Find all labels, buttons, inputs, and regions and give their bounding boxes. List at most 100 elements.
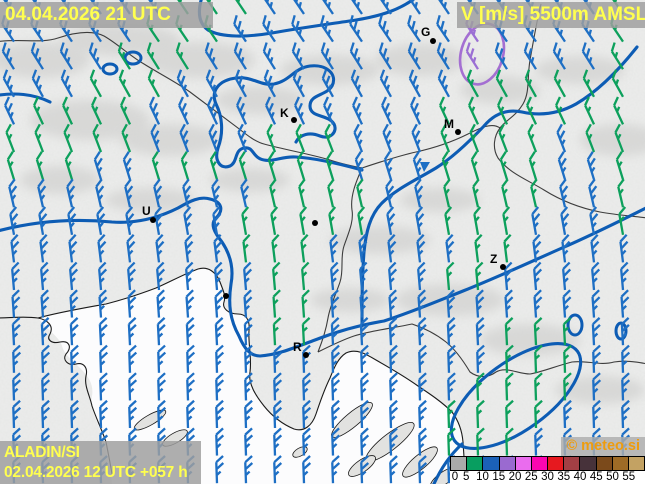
city-dot: [150, 217, 156, 223]
wind-barb: [233, 14, 247, 43]
lake-marker: [420, 162, 430, 172]
wind-barb: [237, 123, 248, 153]
wind-barb: [532, 233, 542, 263]
wind-barb: [436, 0, 450, 15]
wind-barb: [33, 96, 45, 125]
wind-barb: [472, 178, 480, 208]
wind-barb: [360, 344, 370, 373]
wind-barb: [621, 372, 631, 401]
wind-barb: [5, 123, 16, 153]
wind-barb: [88, 42, 102, 70]
wind-barb: [183, 206, 193, 235]
wind-barb: [447, 399, 456, 429]
wind-barb: [330, 261, 340, 291]
wind-barb: [157, 399, 167, 429]
wind-barb: [273, 399, 283, 429]
wind-barb: [436, 14, 450, 43]
legend-color-bar: [450, 456, 645, 471]
wind-barb: [1, 42, 15, 70]
wind-barb: [475, 289, 485, 318]
wind-barb: [205, 69, 219, 98]
wind-barb: [302, 427, 312, 456]
wind-barb: [214, 289, 224, 318]
legend-number: 0: [451, 471, 459, 483]
wind-barb: [360, 372, 370, 401]
wind-barb: [589, 206, 599, 235]
wind-barb: [446, 289, 456, 318]
wind-barb: [63, 123, 74, 153]
wind-barb: [320, 14, 334, 43]
wind-barb: [556, 123, 567, 153]
wind-barb: [236, 96, 248, 125]
wind-barb: [359, 261, 369, 291]
legend-number: 20: [508, 471, 522, 483]
wind-barb: [185, 289, 195, 318]
wind-barb: [211, 178, 221, 208]
wind-barb: [156, 261, 166, 291]
wind-barb: [39, 233, 49, 263]
wind-barb: [234, 69, 248, 98]
wind-barb: [465, 42, 479, 70]
wind-barb: [6, 151, 16, 180]
wind-barb: [417, 317, 427, 346]
wind-barb: [410, 96, 422, 125]
isotach-loop: [566, 313, 584, 337]
coastline: [0, 316, 113, 475]
wind-barb: [592, 344, 602, 373]
isotach-contour: [0, 196, 645, 358]
wind-barb: [215, 372, 225, 401]
wind-barb: [70, 372, 80, 401]
wind-barb: [62, 96, 74, 125]
wind-barb: [35, 151, 45, 180]
wind-barb: [9, 206, 19, 235]
relief-shading: [120, 124, 220, 156]
wind-barb: [127, 261, 137, 291]
wind-barb: [121, 123, 132, 153]
wind-barb: [469, 123, 480, 153]
wind-barb: [11, 289, 21, 318]
wind-barb: [503, 233, 512, 263]
wind-barb: [581, 42, 595, 70]
wind-barb: [212, 206, 222, 235]
wind-barb: [243, 317, 253, 346]
wind-barb: [562, 317, 572, 346]
isotach-contour: [0, 92, 52, 104]
wind-barb: [120, 96, 132, 125]
relief-shading: [210, 168, 290, 192]
wind-barb: [379, 69, 393, 98]
wind-barb: [349, 14, 363, 43]
wind-barb: [523, 42, 537, 70]
wind-barb: [124, 178, 134, 208]
relief-shading: [145, 42, 255, 78]
run-time-label: 02.04.2026 12 UTC +057 h: [4, 464, 188, 481]
wind-barb: [621, 399, 631, 429]
wind-barb: [586, 151, 596, 180]
wind-barb: [40, 289, 50, 318]
wind-barb: [563, 399, 573, 429]
wind-barb: [381, 96, 393, 125]
wind-barb: [233, 0, 247, 15]
wind-barb: [504, 289, 514, 318]
isotach-loop: [614, 321, 628, 341]
wind-barb: [505, 344, 514, 373]
wind-barb: [474, 233, 483, 263]
wind-barb: [418, 455, 428, 484]
wind-barb: [475, 317, 485, 346]
city-dot: [455, 129, 461, 135]
city-label: M: [444, 117, 454, 131]
wind-barb: [96, 206, 106, 235]
wind-barb: [214, 261, 224, 291]
legend-swatch: [531, 457, 549, 470]
wind-barb: [266, 123, 277, 153]
wind-barb: [182, 178, 192, 208]
wind-barb: [127, 289, 137, 318]
wind-barb: [418, 427, 428, 456]
wind-barb: [68, 233, 78, 263]
city-label: G: [421, 25, 430, 39]
wind-barb: [301, 289, 310, 318]
wind-barb: [273, 344, 283, 373]
wind-barb: [588, 178, 598, 208]
wind-barb: [185, 261, 195, 291]
wind-barb: [238, 151, 248, 180]
